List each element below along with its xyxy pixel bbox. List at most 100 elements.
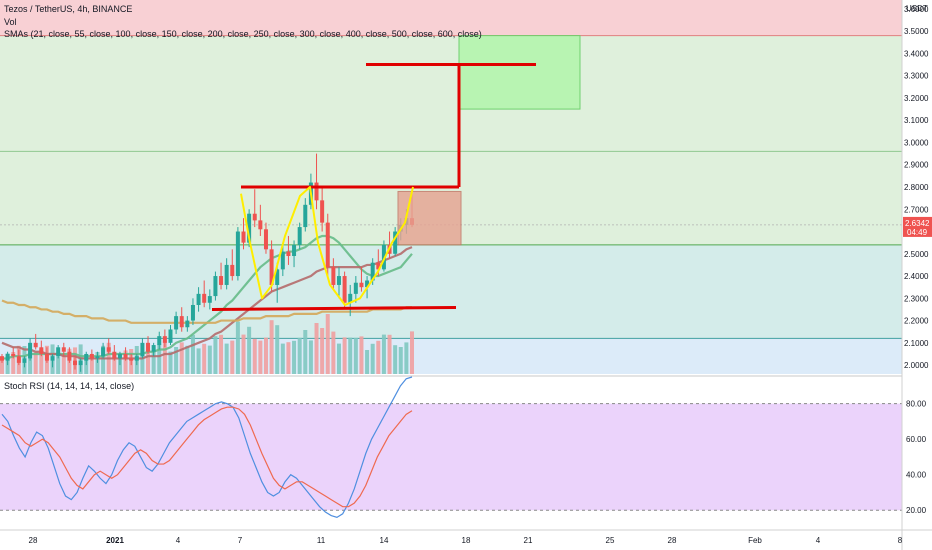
time-tick-label: 2021 — [106, 536, 124, 545]
candle-body — [185, 320, 190, 328]
rsi-line — [1, 376, 413, 518]
volume-bar — [123, 350, 128, 374]
candle-body — [162, 336, 167, 343]
last-price-tag-bg — [903, 216, 932, 237]
volume-bar — [157, 344, 162, 374]
candle-body — [84, 353, 89, 361]
volume-bar — [196, 348, 201, 374]
candle-body — [157, 336, 162, 346]
candle-body — [123, 353, 128, 359]
zone-teal — [0, 244, 902, 339]
support-line — [211, 305, 457, 311]
rsi-axis[interactable]: 20.00 40.00 60.00 80.00 — [906, 400, 927, 516]
volume-legend[interactable]: Vol — [4, 17, 17, 27]
candle-body — [297, 227, 302, 245]
candle-body — [67, 351, 72, 361]
volume-bar — [202, 343, 207, 374]
volume-bar — [28, 350, 33, 374]
time-tick-label: 14 — [380, 536, 389, 545]
price-axis[interactable]: 2.00002.10002.20002.30002.40002.50002.60… — [901, 0, 932, 550]
volume-bar — [320, 328, 325, 374]
candle-body — [252, 213, 257, 221]
candle-body — [320, 200, 325, 223]
volume-bar — [146, 350, 151, 374]
last-price-value: 2.6342 — [905, 219, 930, 228]
candle-body — [314, 182, 319, 201]
price-tick-label: 3.2000 — [904, 94, 929, 103]
volume-bar — [151, 350, 156, 374]
candle-timer: 04:49 — [907, 228, 928, 237]
candle-body — [50, 356, 55, 361]
stoch-rsi-legend[interactable]: Stoch RSI (14, 14, 14, 14, close) — [4, 381, 135, 391]
candle-body — [269, 249, 274, 285]
last-price-tag: 2.6342 04:49 — [903, 216, 932, 237]
volume-bar — [286, 342, 291, 374]
volume-bar — [230, 340, 235, 374]
volume-bar — [263, 337, 268, 374]
candle-body — [117, 353, 122, 359]
time-tick-label: Feb — [748, 536, 762, 545]
candle-body — [393, 231, 398, 254]
symbol-title[interactable]: Tezos / TetherUS, 4h, BINANCE — [4, 4, 133, 14]
sma-legend[interactable]: SMAs (21, close, 55, close, 100, close, … — [4, 29, 482, 39]
entry-box — [397, 190, 462, 246]
candle-body — [129, 358, 134, 361]
price-tick-label: 2.2000 — [904, 317, 929, 326]
price-tick-label: 2.4000 — [904, 272, 929, 281]
volume-bar — [292, 340, 297, 374]
rsi-line — [1, 406, 413, 508]
zone-red — [0, 0, 902, 36]
time-axis[interactable]: 28 2021 4 7 11 14 18 21 25 28 Feb 4 8 — [0, 529, 932, 545]
time-tick-label: 4 — [176, 536, 181, 545]
price-tick-label: 3.6000 — [904, 5, 929, 14]
price-tick-label: 3.5000 — [904, 27, 929, 36]
volume-bar — [376, 340, 381, 374]
candle-body — [280, 251, 285, 270]
candle-body — [134, 356, 139, 361]
volume-bar — [258, 340, 263, 374]
volume-bar — [381, 334, 386, 374]
candle-body — [44, 353, 49, 361]
time-tick-label: 8 — [898, 536, 903, 545]
price-tick-label: 3.4000 — [904, 49, 929, 58]
sma-line — [1, 299, 412, 324]
volume-bar — [235, 321, 240, 374]
candle-body — [207, 296, 212, 303]
candle-body — [336, 276, 341, 285]
candle-body — [101, 347, 106, 357]
candle-body — [286, 251, 291, 257]
candle-body — [353, 282, 358, 294]
zone-green — [0, 35, 902, 152]
candle-body — [365, 280, 370, 288]
volume-bar — [56, 356, 61, 374]
candle-body — [140, 342, 145, 357]
time-tick-label: 21 — [524, 536, 533, 545]
volume-bar — [39, 348, 44, 374]
volume-bar — [84, 356, 89, 374]
volume-bar — [168, 351, 173, 374]
volume-bar — [140, 351, 145, 374]
time-tick-label: 28 — [668, 536, 677, 545]
time-tick-label: 11 — [317, 536, 326, 545]
volume-bar — [325, 314, 330, 374]
volume-bar — [303, 330, 308, 374]
volume-bar — [410, 331, 414, 374]
volume-bar — [280, 343, 285, 374]
rsi-band — [0, 403, 902, 511]
candle-body — [39, 347, 44, 354]
volume-bar — [207, 345, 212, 374]
candle-body — [168, 329, 173, 343]
volume-bar — [297, 337, 302, 374]
volume-bar — [112, 354, 117, 374]
candle-body — [263, 229, 268, 250]
candle-body — [146, 342, 151, 352]
volume-bar — [331, 331, 336, 374]
candle-body — [292, 244, 297, 257]
price-tick-label: 3.3000 — [904, 72, 929, 81]
time-tick-label: 25 — [606, 536, 615, 545]
volume-bar — [275, 325, 280, 374]
volume-bar — [174, 347, 179, 374]
candle-body — [5, 353, 10, 361]
time-tick-label: 18 — [462, 536, 471, 545]
